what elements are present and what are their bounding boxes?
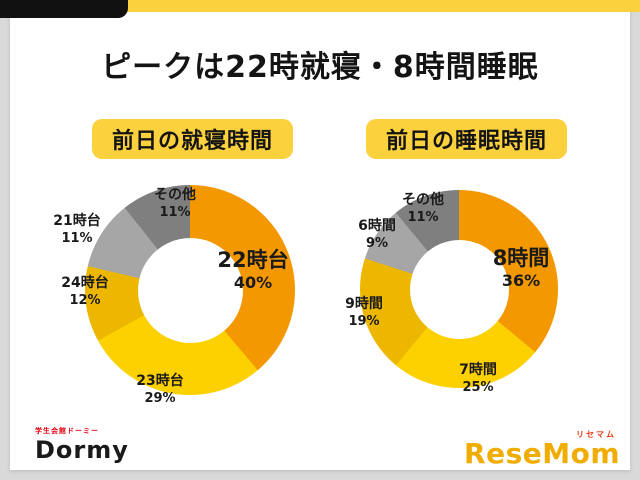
- segment-percent: 11%: [159, 204, 191, 220]
- resemom-wordmark: ReseMom: [464, 437, 620, 470]
- segment-name: 24時台: [61, 275, 109, 291]
- segment-name: 22時台: [217, 248, 289, 272]
- dormy-logo: 学生会館ドーミー Dormy: [35, 426, 129, 464]
- segment-percent: 19%: [348, 313, 380, 329]
- donut-label: 9時間 19%: [324, 296, 404, 330]
- page-title: ピークは22時就寝・8時間睡眠: [101, 50, 539, 85]
- segment-name: 9時間: [345, 296, 383, 312]
- sleep-donut-ring: [360, 190, 558, 388]
- donut-label: 22時台 40%: [205, 247, 301, 293]
- segment-name: 6時間: [358, 218, 396, 234]
- bedtime-donut-ring: [85, 185, 295, 395]
- donut-label: その他 11%: [143, 187, 207, 221]
- segment-name: 23時台: [136, 373, 184, 389]
- dormy-tagline: 学生会館ドーミー: [35, 427, 99, 435]
- segment-percent: 36%: [501, 271, 541, 291]
- donut-label: 8時間 36%: [481, 245, 561, 291]
- segment-name: 7時間: [459, 362, 497, 378]
- bedtime-donut-chart: 22時台 40% 23時台 29% 24時台 12% 21時台 11% その他 …: [53, 185, 295, 406]
- top-accent-bar: [0, 0, 640, 12]
- segment-percent: 29%: [144, 390, 176, 406]
- resemom-logo: リセマム ReseMom: [464, 429, 620, 468]
- dormy-wordmark: Dormy: [35, 436, 129, 464]
- chart-label-bedtime: 前日の就寝時間: [92, 119, 294, 159]
- segment-percent: 40%: [233, 273, 273, 293]
- donut-label: 21時台 11%: [37, 213, 117, 247]
- segment-percent: 25%: [462, 379, 494, 395]
- segment-name: その他: [402, 192, 444, 208]
- segment-percent: 11%: [407, 209, 439, 225]
- donut-label: 6時間 9%: [338, 218, 416, 252]
- chart-label-sleep: 前日の睡眠時間: [366, 119, 568, 159]
- donut-label: その他 11%: [388, 192, 458, 226]
- resemom-kana: リセマム: [576, 430, 616, 439]
- segment-percent: 12%: [69, 292, 101, 308]
- segment-name: その他: [154, 187, 196, 203]
- donut-label: 7時間 25%: [438, 362, 518, 396]
- sleep-donut-chart: 8時間 36% 7時間 25% 9時間 19% 6時間 9% その他 11%: [345, 190, 561, 395]
- donut-label: 23時台 29%: [118, 373, 202, 407]
- segment-name: 8時間: [492, 246, 550, 270]
- donut-label: 24時台 12%: [45, 275, 125, 309]
- top-corner-bar: [0, 0, 128, 18]
- segment-name: 21時台: [53, 213, 101, 229]
- segment-percent: 9%: [365, 235, 389, 251]
- segment-percent: 11%: [61, 230, 93, 246]
